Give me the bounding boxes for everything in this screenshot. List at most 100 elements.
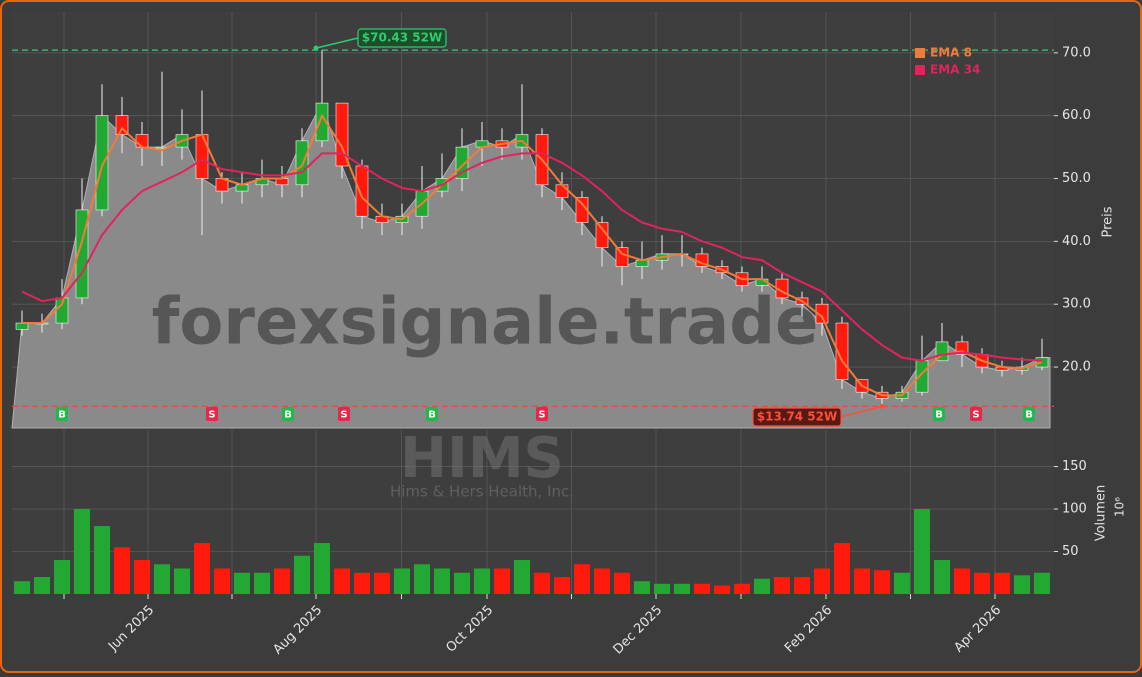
ema-line	[21, 152, 1043, 362]
y-tick-label: 20.0	[1062, 360, 1091, 375]
signal-label: S	[538, 410, 545, 421]
y-tick-label: 40.0	[1062, 234, 1091, 249]
volume-bar	[314, 543, 330, 594]
annotation-arrowhead	[313, 45, 319, 51]
volume-bar	[734, 583, 750, 594]
volume-bar	[774, 577, 790, 594]
signal-marker	[426, 407, 438, 421]
volume-bar	[874, 570, 890, 594]
volume-bar	[434, 568, 450, 594]
y-tick-label: 30.0	[1062, 297, 1091, 312]
legend-swatch	[915, 65, 925, 75]
volume-bar	[1034, 572, 1050, 594]
volume-bar	[334, 568, 350, 594]
volume-bar	[154, 564, 170, 594]
annotation-label: $13.74 52W	[757, 410, 837, 424]
legend-swatch	[915, 48, 925, 58]
volume-bar	[374, 572, 390, 594]
volume-bar	[94, 526, 110, 594]
signal-marker	[970, 407, 982, 421]
signal-marker	[206, 407, 218, 421]
volume-bar	[114, 547, 130, 594]
signal-marker	[933, 407, 945, 421]
volume-bar	[634, 581, 650, 594]
volume-bar	[894, 572, 910, 594]
candle-body	[195, 134, 209, 179]
volume-bar	[814, 568, 830, 594]
volume-bar	[454, 572, 470, 594]
annotation-arrowhead	[879, 403, 885, 409]
signal-label: B	[1025, 410, 1033, 421]
volume-bar	[134, 560, 150, 594]
volume-bar	[934, 560, 950, 594]
annotation-arrow	[315, 37, 359, 49]
signal-marker	[338, 407, 350, 421]
y-tick-label: 150	[1062, 459, 1087, 474]
signal-marker	[536, 407, 548, 421]
volume-bar	[674, 583, 690, 594]
candle-body	[615, 247, 629, 267]
y-tick-label: 100	[1062, 502, 1087, 517]
annotation-arrow	[839, 405, 883, 418]
y-tick-label: 50.0	[1062, 171, 1091, 186]
candle-body	[315, 102, 329, 142]
signal-marker	[1023, 407, 1035, 421]
volume-axis-label: Volumen	[1094, 485, 1109, 542]
volume-bar	[594, 568, 610, 594]
volume-scale-label: 10⁶	[1113, 497, 1127, 517]
volume-bar	[554, 577, 570, 594]
signal-marker	[56, 407, 68, 421]
company-watermark: Hims & Hers Health, Inc.	[390, 483, 574, 501]
volume-bar	[394, 568, 410, 594]
volume-bar	[174, 568, 190, 594]
annotation-box	[752, 407, 842, 427]
signal-label: B	[284, 410, 292, 421]
volume-bar	[14, 581, 30, 594]
volume-bar	[794, 577, 810, 594]
volume-bar	[354, 572, 370, 594]
legend-label: EMA 34	[930, 63, 980, 77]
volume-bar	[214, 568, 230, 594]
signal-label: B	[935, 410, 943, 421]
volume-bar	[914, 509, 930, 594]
volume-bar	[254, 572, 270, 594]
signal-label: S	[972, 410, 979, 421]
volume-bar	[474, 568, 490, 594]
y-tick-label: 70.0	[1062, 45, 1091, 60]
volume-bar	[574, 564, 590, 594]
volume-bar	[994, 572, 1010, 594]
y-axis-label: Preis	[1101, 206, 1116, 237]
volume-bar	[974, 572, 990, 594]
volume-bar	[954, 568, 970, 594]
volume-bar	[534, 572, 550, 594]
signal-label: S	[340, 410, 347, 421]
ticker-watermark: HIMS	[400, 426, 564, 491]
volume-bar	[714, 585, 730, 594]
volume-bar	[834, 543, 850, 594]
signal-label: B	[428, 410, 436, 421]
volume-bar	[614, 572, 630, 594]
signal-label: B	[58, 410, 66, 421]
volume-bar	[294, 555, 310, 594]
annotation-label: $70.43 52W	[362, 31, 442, 45]
volume-panel	[12, 430, 1054, 594]
candle-body	[95, 115, 109, 211]
candle-body	[815, 303, 829, 324]
legend-label: EMA 8	[930, 46, 972, 60]
volume-bar	[34, 577, 50, 594]
watermark: forexsignale.trade	[152, 286, 819, 360]
volume-bar	[414, 564, 430, 594]
volume-bar	[194, 543, 210, 594]
signal-marker	[282, 407, 294, 421]
annotation-box	[357, 28, 447, 48]
volume-bar	[654, 583, 670, 594]
ema-line	[22, 113, 1043, 397]
signal-label: S	[208, 410, 215, 421]
volume-bar	[754, 578, 770, 594]
candle-body	[335, 102, 349, 167]
candle-body	[295, 140, 309, 186]
volume-bar	[74, 509, 90, 594]
candle-body	[135, 134, 149, 148]
candle-body	[355, 165, 369, 217]
